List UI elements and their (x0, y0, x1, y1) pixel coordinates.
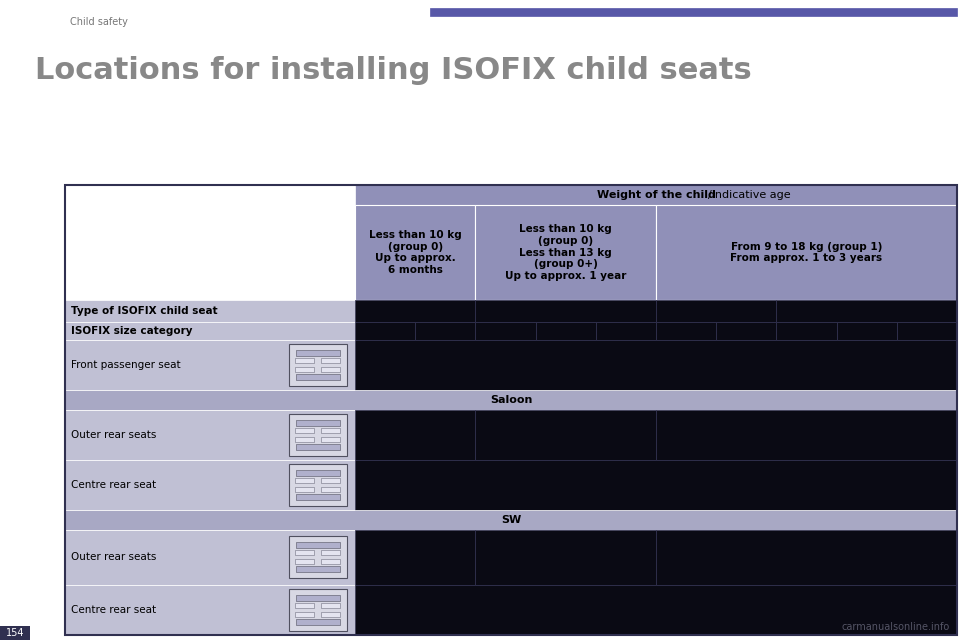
Bar (295, 478, 314, 483)
Bar (355, 530, 475, 585)
Bar (65, 510, 957, 530)
Bar (777, 300, 957, 322)
Bar (475, 300, 656, 322)
Bar (355, 185, 957, 205)
Bar (295, 428, 314, 433)
Bar (536, 322, 596, 340)
Text: Locations for installing ISOFIX child seats: Locations for installing ISOFIX child se… (35, 56, 752, 85)
Bar (321, 367, 340, 372)
Bar (296, 542, 340, 548)
Bar (475, 410, 656, 460)
Bar (355, 340, 957, 390)
Bar (289, 589, 347, 631)
Bar (289, 536, 347, 578)
Bar (65, 185, 957, 635)
Bar (656, 322, 716, 340)
Bar (296, 444, 340, 450)
Bar (0, 626, 30, 640)
Text: /indicative age: /indicative age (708, 190, 790, 200)
Bar (321, 478, 340, 483)
Bar (296, 620, 340, 625)
Bar (295, 486, 314, 492)
Bar (295, 358, 314, 364)
Bar (475, 205, 656, 300)
Bar (475, 530, 656, 585)
Bar (65, 410, 355, 460)
Bar (295, 436, 314, 442)
Bar (897, 322, 957, 340)
Bar (295, 559, 314, 564)
Bar (777, 322, 836, 340)
Bar (321, 612, 340, 617)
Bar (475, 322, 536, 340)
Text: Less than 10 kg
(group 0)
Less than 13 kg
(group 0+)
Up to approx. 1 year: Less than 10 kg (group 0) Less than 13 k… (505, 224, 626, 281)
Bar (355, 460, 957, 510)
Bar (321, 550, 340, 556)
Text: SW: SW (501, 515, 521, 525)
Bar (716, 322, 777, 340)
Bar (656, 530, 957, 585)
Bar (65, 340, 355, 390)
Text: Outer rear seats: Outer rear seats (71, 430, 156, 440)
Bar (296, 494, 340, 500)
Bar (296, 595, 340, 601)
Text: Centre rear seat: Centre rear seat (71, 605, 156, 615)
Bar (295, 550, 314, 556)
Bar (321, 559, 340, 564)
Text: ISOFIX size category: ISOFIX size category (71, 326, 193, 336)
Bar (321, 428, 340, 433)
Bar (296, 566, 340, 572)
Bar (65, 390, 957, 410)
Bar (355, 585, 957, 635)
Bar (296, 470, 340, 476)
Bar (321, 358, 340, 364)
Bar (289, 344, 347, 386)
Bar (656, 300, 777, 322)
Bar (355, 410, 475, 460)
Bar (65, 530, 355, 585)
Bar (296, 374, 340, 380)
Bar (656, 410, 957, 460)
Text: Weight of the child: Weight of the child (596, 190, 715, 200)
Text: Child safety: Child safety (70, 17, 128, 27)
Bar (321, 603, 340, 608)
Bar (296, 350, 340, 356)
Text: 154: 154 (6, 628, 24, 638)
Bar (65, 460, 355, 510)
Bar (656, 205, 957, 300)
Text: Outer rear seats: Outer rear seats (71, 552, 156, 563)
Text: carmanualsonline.info: carmanualsonline.info (842, 622, 950, 632)
Bar (355, 322, 415, 340)
Text: Front passenger seat: Front passenger seat (71, 360, 180, 370)
Bar (321, 486, 340, 492)
Text: Centre rear seat: Centre rear seat (71, 480, 156, 490)
Bar (430, 8, 957, 16)
Bar (65, 300, 355, 322)
Bar (836, 322, 897, 340)
Bar (355, 300, 475, 322)
Bar (321, 436, 340, 442)
Bar (415, 322, 475, 340)
Bar (295, 603, 314, 608)
Bar (289, 414, 347, 456)
Text: Saloon: Saloon (490, 395, 532, 405)
Text: Less than 10 kg
(group 0)
Up to approx.
6 months: Less than 10 kg (group 0) Up to approx. … (369, 230, 462, 275)
Bar (289, 464, 347, 506)
Bar (596, 322, 656, 340)
Text: Type of ISOFIX child seat: Type of ISOFIX child seat (71, 306, 218, 316)
Bar (65, 322, 355, 340)
Bar (355, 205, 475, 300)
Bar (65, 585, 355, 635)
Bar (295, 612, 314, 617)
Bar (296, 420, 340, 426)
Bar (295, 367, 314, 372)
Text: From 9 to 18 kg (group 1)
From approx. 1 to 3 years: From 9 to 18 kg (group 1) From approx. 1… (731, 242, 882, 263)
